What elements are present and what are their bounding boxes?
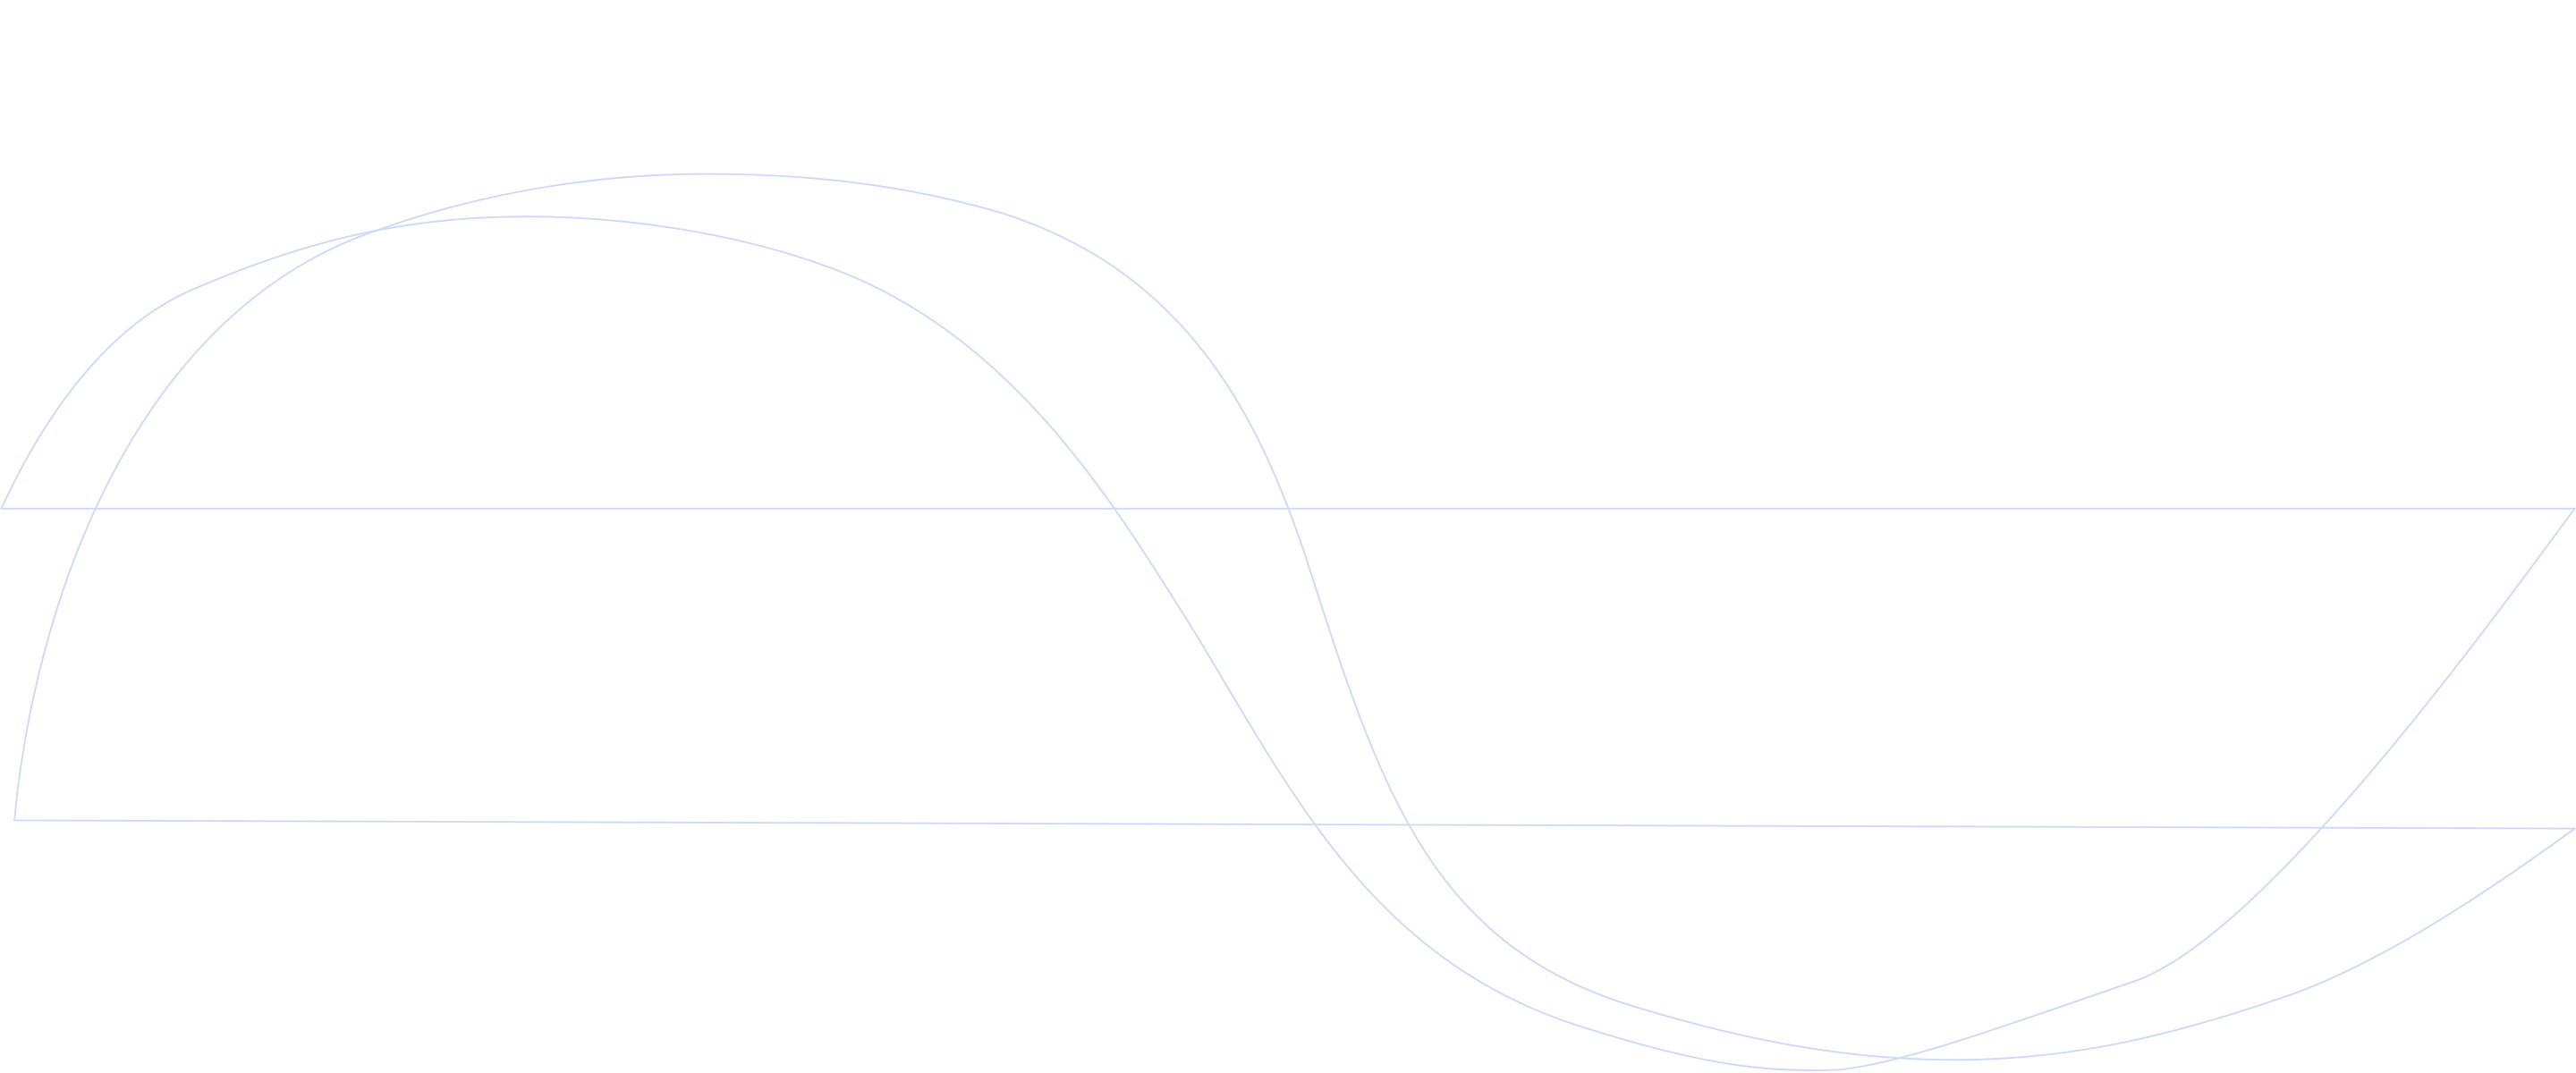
wave-shape-upper	[0, 215, 2576, 1072]
wave-shape-lower	[13, 173, 2576, 1061]
